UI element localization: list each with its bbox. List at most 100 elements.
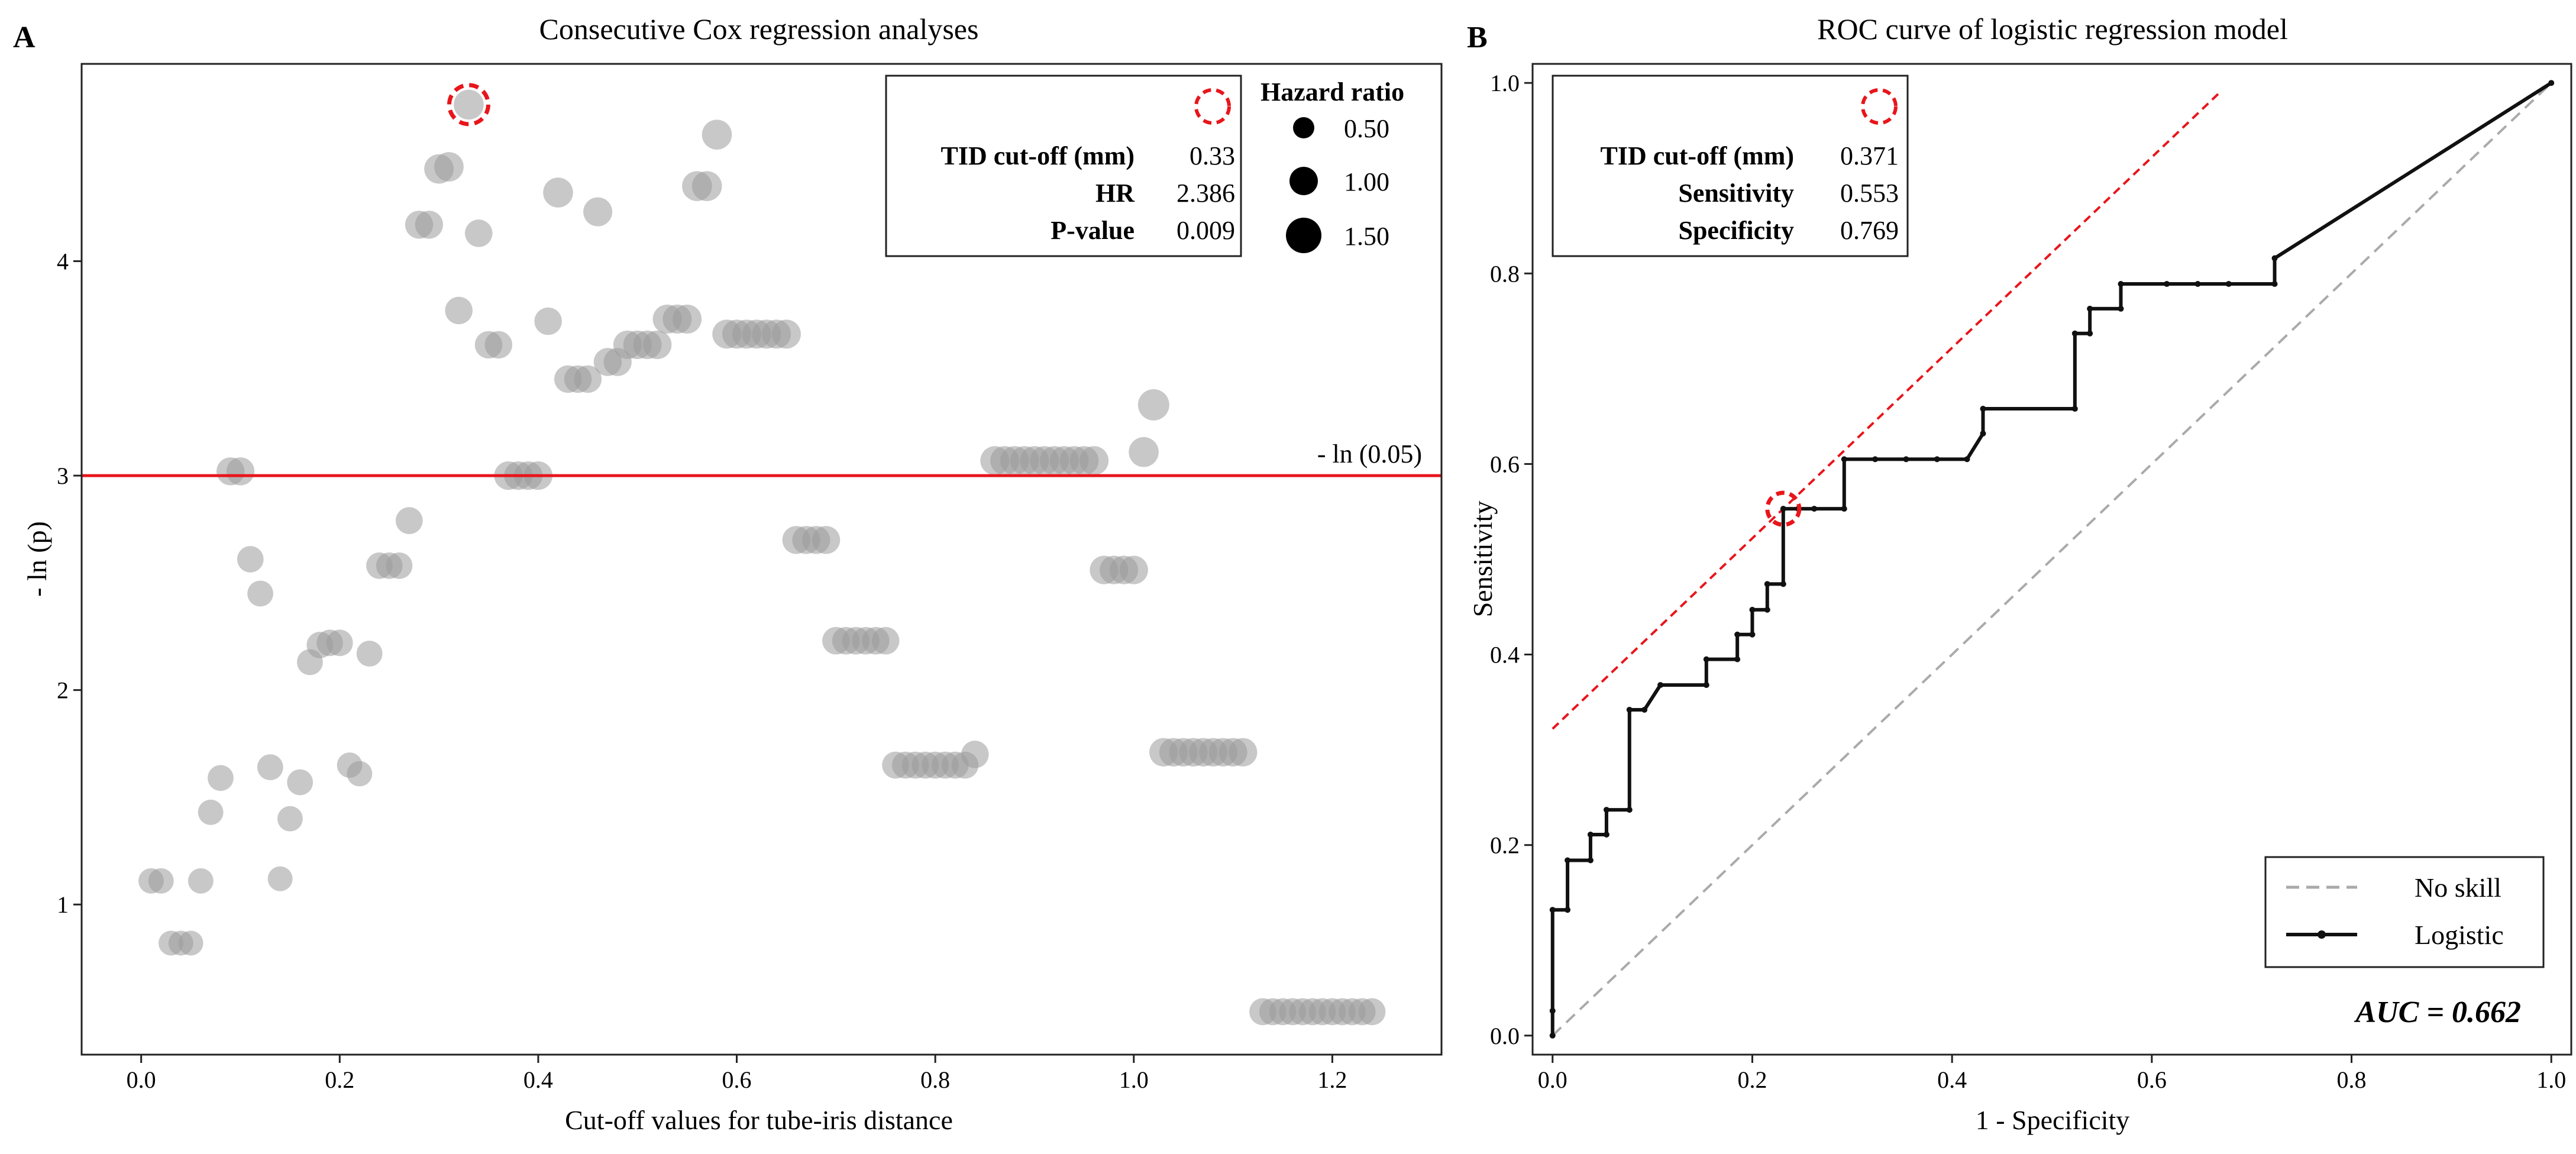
roc-point-13 — [1703, 682, 1709, 688]
tangent-line — [1552, 89, 2223, 730]
cox-point-98 — [1119, 555, 1148, 584]
info-box-label-hr: HR — [1095, 179, 1135, 208]
cox-point-5 — [188, 868, 214, 894]
y-tick-label: 0.6 — [1490, 451, 1520, 477]
y-tick-label: 0.8 — [1490, 260, 1520, 287]
roc-info-value-sensitivity: 0.553 — [1840, 179, 1899, 208]
roc-info-label-cutoff: TID cut-off (mm) — [1601, 141, 1794, 170]
panel-a-x-label: Cut-off values for tube-iris distance — [565, 1105, 953, 1135]
roc-point-29 — [1934, 456, 1940, 463]
panel-a-x-axis: 0.0 0.2 0.4 0.6 0.8 1.0 1.2 — [127, 1055, 1347, 1093]
panel-a-info-box: TID cut-off (mm) 0.33 HR 2.386 P-value 0… — [885, 75, 1242, 257]
roc-point-16 — [1734, 631, 1741, 638]
info-box-frame — [885, 75, 1242, 257]
panel-a-plot-frame — [80, 63, 1443, 1056]
cox-point-22 — [356, 641, 383, 667]
panel-a-points — [138, 89, 1386, 1026]
roc-point-37 — [2118, 305, 2124, 312]
cox-point-19 — [326, 629, 353, 657]
cox-point-51 — [643, 330, 672, 360]
cox-point-54 — [673, 304, 702, 334]
info-box-value-hr: 2.386 — [1177, 179, 1235, 208]
panel-b-info-box: TID cut-off (mm) 0.371 Sensitivity 0.553… — [1552, 75, 1909, 257]
size-legend-title: Hazard ratio — [1260, 77, 1404, 106]
roc-point-17 — [1749, 631, 1756, 638]
roc-point-35 — [2087, 330, 2093, 337]
panel-b: B ROC curve of logistic regression model… — [1467, 12, 2572, 1135]
x-tick-label: 0.8 — [920, 1066, 950, 1093]
panel-a-title: Consecutive Cox regression analyses — [539, 12, 979, 46]
roc-info-value-cutoff: 0.371 — [1840, 141, 1899, 170]
cox-point-109 — [1229, 738, 1258, 767]
panel-b-plot-frame — [1531, 63, 2572, 1056]
x-tick-label: 0.8 — [2337, 1066, 2367, 1093]
cox-point-31 — [445, 296, 473, 325]
cox-point-94 — [1079, 446, 1109, 476]
roc-point-6 — [1587, 831, 1594, 838]
roc-info-label-specificity: Specificity — [1678, 216, 1794, 245]
roc-point-3 — [1565, 907, 1571, 913]
roc-info-box-highlight-icon — [1861, 88, 1898, 125]
cox-point-44 — [574, 365, 602, 393]
roc-point-33 — [2071, 406, 2078, 412]
info-box-value-cutoff: 0.33 — [1190, 141, 1235, 170]
roc-point-4 — [1565, 857, 1571, 864]
roc-point-31 — [1980, 430, 1986, 437]
cox-point-6 — [198, 799, 224, 825]
cox-point-25 — [386, 552, 413, 579]
roc-info-label-sensitivity: Sensitivity — [1678, 179, 1794, 208]
cox-point-99 — [1129, 437, 1159, 467]
x-tick-label: 1.0 — [1119, 1066, 1149, 1093]
y-tick-label: 1.0 — [1490, 70, 1520, 96]
panel-b-x-axis: 0.0 0.2 0.4 0.6 0.8 1.0 — [1538, 1055, 2566, 1093]
panel-a-y-label: - ln (p) — [22, 521, 52, 597]
cox-point-100 — [1137, 389, 1169, 421]
highlight-circle — [447, 83, 490, 127]
cox-point-14 — [277, 806, 303, 832]
cox-point-21 — [347, 761, 373, 787]
legend-logistic-label: Logistic — [2415, 920, 2504, 950]
roc-point-10 — [1626, 706, 1633, 713]
roc-point-22 — [1780, 506, 1786, 512]
x-tick-label: 0.4 — [523, 1066, 553, 1093]
roc-point-2 — [1549, 907, 1556, 913]
info-box-highlight-icon — [1194, 88, 1231, 125]
roc-point-30 — [1964, 456, 1970, 463]
info-box-value-pvalue: 0.009 — [1177, 216, 1235, 245]
size-legend: Hazard ratio 0.50 1.00 1.50 — [1260, 77, 1404, 253]
cox-point-68 — [812, 526, 841, 554]
x-tick-label: 0.0 — [127, 1066, 156, 1093]
threshold-label: - ln (0.05) — [1317, 439, 1422, 468]
cox-point-41 — [543, 177, 573, 208]
roc-point-24 — [1811, 506, 1818, 512]
cox-point-32 — [454, 89, 484, 120]
roc-point-43 — [2271, 255, 2278, 261]
roc-point-26 — [1841, 456, 1847, 463]
cox-point-10 — [237, 546, 264, 573]
cox-point-9 — [226, 457, 255, 486]
y-tick-label: 2 — [57, 677, 69, 704]
x-tick-label: 0.4 — [1937, 1066, 1967, 1093]
roc-point-20 — [1764, 581, 1770, 587]
cox-point-64 — [771, 319, 801, 349]
roc-point-19 — [1764, 606, 1770, 613]
cox-point-4 — [178, 930, 203, 956]
panel-a: A Consecutive Cox regression analyses - … — [13, 12, 1443, 1135]
legend-no-skill-label: No skill — [2415, 872, 2501, 903]
y-tick-label: 4 — [57, 248, 69, 275]
roc-point-8 — [1603, 807, 1609, 813]
cox-point-28 — [415, 211, 444, 239]
y-tick-label: 0.0 — [1490, 1023, 1520, 1049]
roc-point-42 — [2271, 281, 2278, 287]
roc-point-34 — [2071, 330, 2078, 337]
panel-a-y-axis: 1 2 3 4 — [57, 248, 82, 918]
y-tick-label: 3 — [57, 463, 69, 489]
roc-info-box-frame — [1552, 75, 1909, 257]
roc-point-12 — [1657, 682, 1664, 688]
size-legend-marker-small — [1293, 117, 1314, 138]
roc-highlight-circle — [1765, 490, 1802, 527]
roc-point-36 — [2087, 305, 2093, 312]
roc-point-11 — [1641, 706, 1648, 713]
y-tick-label: 0.4 — [1490, 642, 1520, 668]
